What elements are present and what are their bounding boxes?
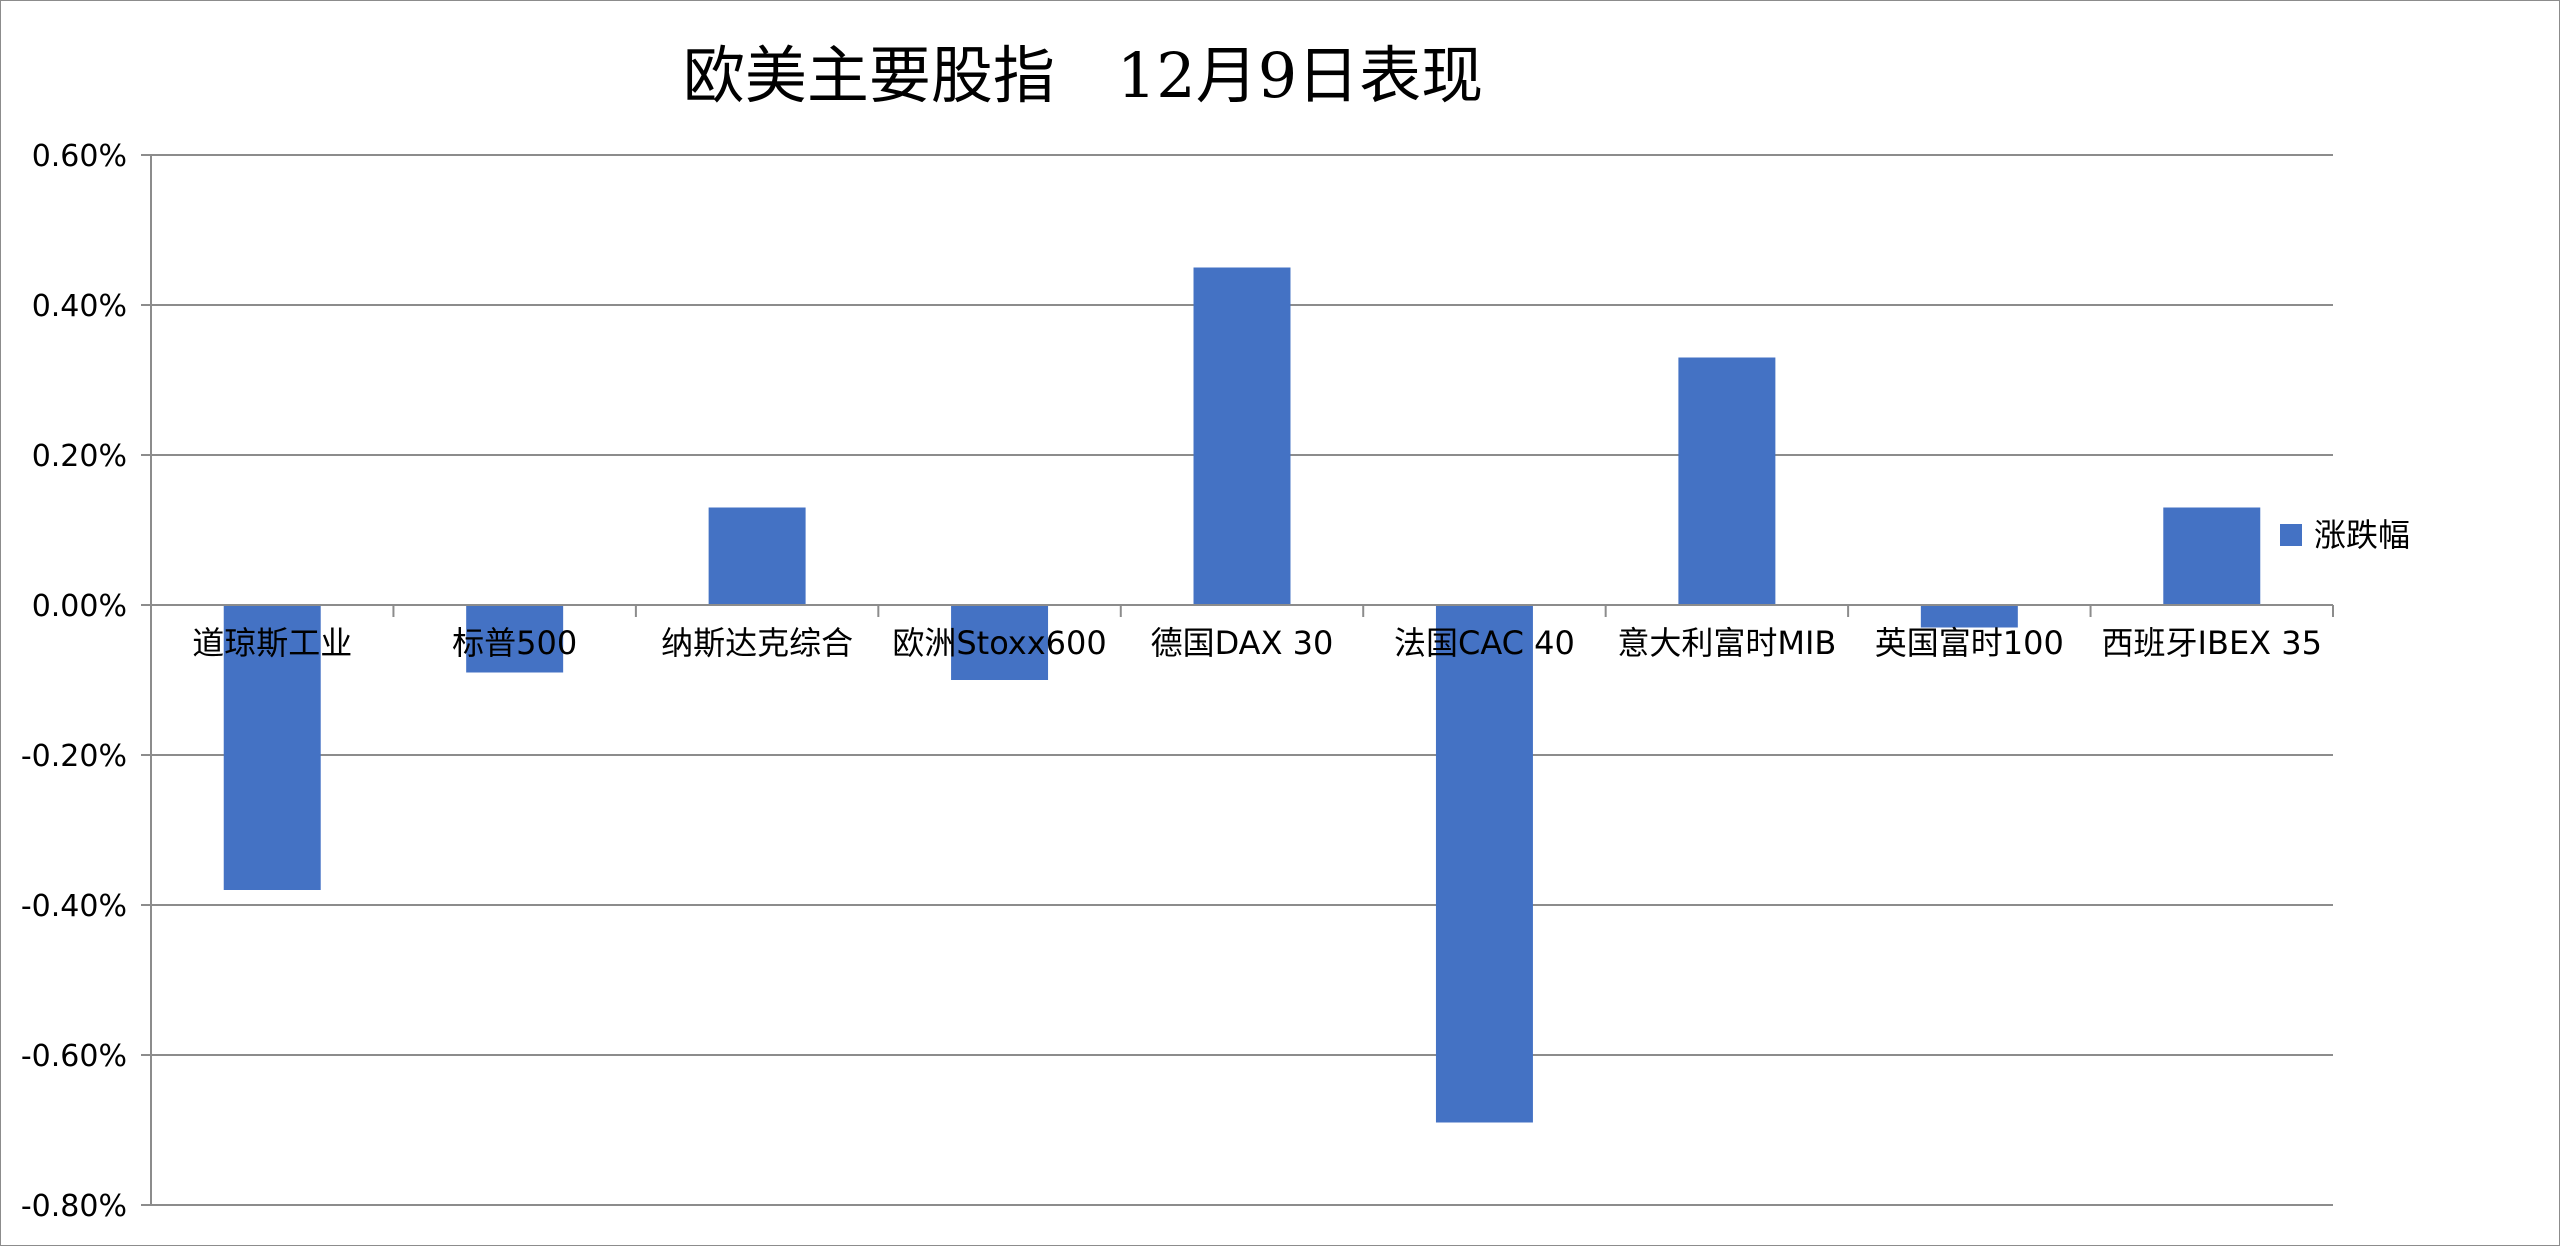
y-tick-label: -0.40% xyxy=(21,889,127,924)
chart-title: 欧美主要股指 12月9日表现 xyxy=(683,39,1483,112)
bar-2 xyxy=(466,605,564,673)
legend-swatch xyxy=(2280,524,2302,546)
y-tick-label: -0.80% xyxy=(21,1189,127,1224)
legend: 涨跌幅 xyxy=(2280,516,2410,554)
bar-8 xyxy=(1920,605,2018,628)
x-category-label: 纳斯达克综合 xyxy=(661,624,853,662)
axes xyxy=(150,155,2334,1205)
bar-4 xyxy=(951,605,1049,680)
x-category-label: 标普500 xyxy=(452,624,577,662)
y-tick-label: 0.40% xyxy=(32,289,127,324)
legend-label-zhangdiefu: 涨跌幅 xyxy=(2314,516,2410,554)
bar-7 xyxy=(1678,357,1776,605)
bar-3 xyxy=(708,507,806,605)
x-axis-category-labels: 道琼斯工业 标普500 纳斯达克综合 欧洲Stoxx600 德国DAX 30 法国CAC … xyxy=(192,624,2322,662)
bar-6 xyxy=(1435,605,1533,1123)
y-axis-ticks: 0.60% 0.40% 0.20% 0.00% -0.20% -0.40% -0.60% -0… xyxy=(21,139,151,1224)
y-tick-label: 0.00% xyxy=(32,589,127,624)
y-tick-label: 0.20% xyxy=(32,439,127,474)
x-category-label: 意大利富时MIB xyxy=(1617,624,1836,662)
bar-1 xyxy=(223,605,321,890)
bar-9 xyxy=(2163,507,2261,605)
x-category-label: 道琼斯工业 xyxy=(192,624,352,662)
x-category-label: 欧洲Stoxx600 xyxy=(892,624,1106,662)
x-category-label: 德国DAX 30 xyxy=(1151,624,1334,662)
y-tick-label: -0.60% xyxy=(21,1039,127,1074)
y-tick-label: -0.20% xyxy=(21,739,127,774)
x-category-label: 英国富时100 xyxy=(1875,624,2064,662)
bar-series xyxy=(223,267,2261,1123)
x-category-label: 法国CAC 40 xyxy=(1394,624,1575,662)
x-category-label: 西班牙IBEX 35 xyxy=(2102,624,2322,662)
bar-5 xyxy=(1193,267,1291,605)
y-tick-label: 0.60% xyxy=(32,139,127,174)
